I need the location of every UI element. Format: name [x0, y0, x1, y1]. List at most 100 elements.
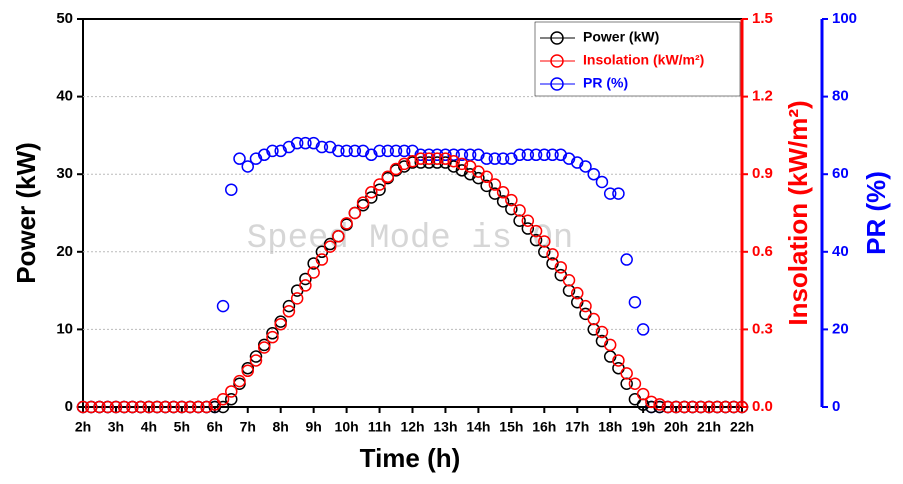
- data-point: [84, 400, 98, 414]
- data-point: [719, 400, 732, 414]
- data-point: [603, 338, 617, 352]
- data-point: [290, 292, 304, 305]
- data-point: [546, 257, 559, 270]
- x-tick-label: 13h: [433, 419, 457, 435]
- data-point: [455, 157, 469, 171]
- data-point: [455, 148, 469, 162]
- legend-label: Insolation (kW/m²): [583, 52, 704, 68]
- data-point: [126, 400, 139, 414]
- x-tick-label: 9h: [305, 419, 321, 435]
- data-point: [480, 170, 493, 184]
- data-point: [274, 315, 287, 328]
- data-point: [455, 164, 469, 177]
- data-point: [257, 341, 271, 354]
- data-point: [579, 299, 592, 313]
- y-tick-label: 10: [56, 320, 73, 337]
- data-point: [587, 167, 600, 181]
- data-point: [587, 312, 600, 326]
- data-point: [505, 193, 518, 207]
- data-point: [150, 400, 164, 414]
- x-tick-label: 7h: [240, 419, 256, 435]
- data-point: [274, 144, 287, 158]
- y2-tick-label: 1.5: [752, 10, 773, 27]
- data-point: [521, 148, 535, 162]
- data-point: [562, 274, 576, 287]
- data-point: [595, 334, 609, 348]
- y-tick-label: 40: [56, 88, 73, 105]
- data-point: [249, 152, 263, 165]
- data-point: [315, 253, 329, 266]
- x-tick-label: 10h: [335, 419, 359, 435]
- data-point: [225, 183, 238, 196]
- data-point: [488, 152, 502, 165]
- data-point: [595, 325, 609, 339]
- data-point: [538, 235, 551, 248]
- data-point: [365, 186, 378, 199]
- data-point: [323, 140, 337, 154]
- data-point: [398, 144, 411, 158]
- data-point: [414, 152, 427, 165]
- data-point: [216, 299, 230, 313]
- x-tick-label: 20h: [664, 419, 688, 435]
- data-point: [554, 148, 568, 162]
- data-point: [422, 156, 436, 169]
- data-point: [200, 400, 213, 414]
- data-point: [381, 170, 395, 184]
- data-point: [142, 400, 156, 414]
- data-point: [562, 152, 576, 165]
- legend-label: Power (kW): [583, 29, 659, 45]
- data-point: [694, 400, 708, 414]
- y2-tick-label: 1.2: [752, 88, 773, 105]
- data-point: [571, 156, 584, 169]
- x-tick-label: 5h: [174, 419, 190, 435]
- x-tick-label: 19h: [631, 419, 655, 435]
- data-point: [513, 148, 526, 162]
- data-point: [529, 224, 543, 238]
- data-point: [307, 257, 320, 270]
- data-point: [373, 183, 386, 196]
- data-point: [365, 148, 378, 162]
- data-point: [480, 152, 493, 165]
- data-point: [414, 156, 427, 169]
- data-point: [422, 152, 436, 165]
- data-point: [340, 144, 353, 158]
- data-point: [183, 400, 197, 414]
- y-axis-title: Power (kW): [11, 142, 41, 284]
- data-point: [554, 261, 568, 274]
- data-point: [496, 195, 510, 208]
- data-point: [636, 323, 650, 336]
- data-point: [266, 144, 279, 158]
- data-point: [521, 222, 535, 235]
- data-point: [505, 202, 518, 216]
- data-point: [496, 186, 510, 199]
- data-point: [702, 400, 716, 414]
- x-tick-label: 6h: [207, 419, 223, 435]
- data-point: [356, 144, 370, 158]
- data-point: [603, 187, 617, 200]
- data-point: [439, 152, 452, 165]
- x-tick-label: 18h: [598, 419, 622, 435]
- data-point: [645, 400, 658, 414]
- data-point: [480, 179, 493, 193]
- data-point: [266, 330, 279, 344]
- data-point: [735, 400, 749, 414]
- data-point: [381, 144, 395, 158]
- data-point: [216, 392, 230, 406]
- data-point: [505, 152, 518, 165]
- data-point: [299, 279, 312, 292]
- data-point: [109, 400, 123, 414]
- data-point: [529, 233, 543, 247]
- data-point: [117, 400, 131, 414]
- data-point: [175, 400, 189, 414]
- legend-marker: [550, 31, 564, 45]
- data-point: [282, 140, 296, 154]
- data-point: [636, 387, 650, 401]
- y-tick-label: 30: [56, 165, 73, 182]
- x-tick-label: 3h: [108, 419, 124, 435]
- y-tick-label: 20: [56, 243, 73, 260]
- x-tick-label: 4h: [141, 419, 157, 435]
- data-point: [529, 148, 543, 162]
- data-point: [307, 136, 320, 150]
- y-tick-label: 50: [56, 10, 73, 27]
- y3-tick-label: 40: [832, 243, 849, 260]
